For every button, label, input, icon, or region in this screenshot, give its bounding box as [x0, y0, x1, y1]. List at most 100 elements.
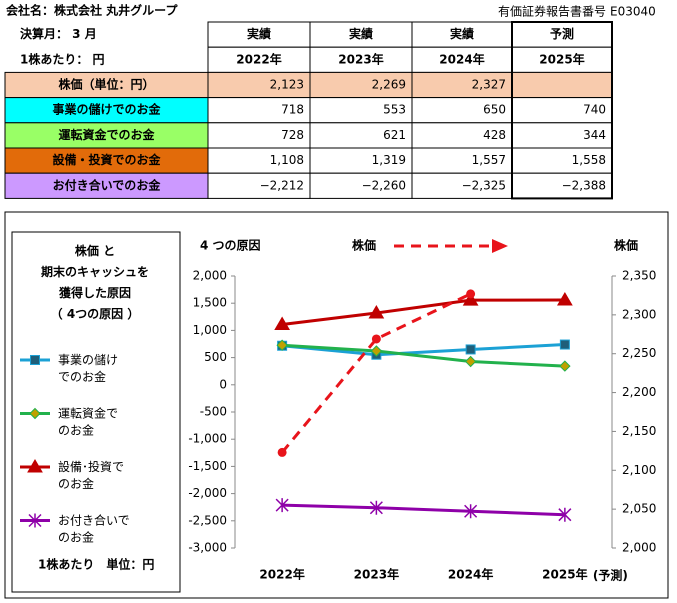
y2-tick-label: 2,150: [622, 424, 656, 438]
cell-value: 344: [583, 128, 606, 142]
y-tick-label: -3,000: [188, 541, 227, 555]
row-label: 事業の儲けでのお金: [52, 102, 161, 117]
y-tick-label: -1,500: [188, 459, 227, 473]
y-tick-label: -1,000: [188, 432, 227, 446]
cell: [207, 147, 311, 174]
cell: [411, 71, 513, 99]
cell: [511, 71, 613, 99]
point: [274, 316, 290, 331]
annotation: (予測): [593, 568, 628, 583]
x-tick-label: 2024年: [448, 567, 493, 582]
y-tick-label: -2,000: [188, 486, 227, 500]
cell-value: −2,212: [260, 178, 304, 192]
cell-value: −2,388: [562, 178, 606, 192]
legend-label: 運転資金でのお金: [58, 405, 118, 437]
header-text: 実績: [450, 26, 474, 41]
cell: [511, 122, 613, 149]
x-tick-label: 2023年: [354, 567, 399, 582]
company: 会社名：株式会社 丸井グループ: [6, 3, 178, 18]
cell-value: 1,108: [270, 153, 304, 167]
y-tick-label: 500: [204, 350, 227, 364]
y-tick-label: 2,000: [193, 269, 227, 283]
header-cell: [411, 46, 513, 73]
y-tick-label: -500: [200, 405, 227, 419]
cell-value: 1,558: [572, 153, 606, 167]
point: [464, 504, 478, 519]
point: [368, 305, 385, 319]
point: [559, 360, 571, 372]
cell-value: 1,319: [372, 153, 406, 167]
cell: [411, 172, 513, 199]
point: [371, 334, 381, 344]
cell-value: 2,327: [472, 78, 506, 92]
cell-value: 740: [583, 103, 606, 117]
cell-value: 428: [483, 128, 506, 142]
forecast-column: [511, 21, 613, 200]
point: [370, 345, 383, 357]
row-label: お付き合いでのお金: [53, 177, 162, 192]
point: [276, 339, 288, 351]
header-text: 2024年: [439, 51, 484, 66]
legend-marker: [30, 355, 40, 365]
y2-tick-label: 2,200: [622, 385, 656, 399]
point: [277, 447, 287, 457]
cell-value: 553: [383, 103, 406, 117]
point: [369, 500, 383, 515]
header-text: 2025年: [539, 51, 584, 66]
legend-label: 設備･投資でのお金: [58, 459, 124, 491]
note: 1株あたり 単位：円: [38, 557, 154, 572]
cell: [511, 97, 613, 124]
y-tick-label: 1,500: [193, 296, 227, 310]
header-text: 予測: [550, 26, 574, 41]
header-cell: [411, 21, 513, 48]
cell: [207, 97, 311, 124]
cell-value: 728: [281, 128, 304, 142]
header-cell: [511, 21, 613, 48]
point: [464, 355, 477, 368]
cell-value: 621: [383, 128, 406, 142]
legend-marker: [27, 459, 43, 473]
chart-frame: [4, 211, 669, 599]
y2-tick-label: 2,000: [622, 541, 656, 555]
cell: [4, 122, 209, 149]
legend-label: 事業の儲けでのお金: [58, 353, 118, 384]
cell: [309, 97, 413, 124]
cell-value: 2,123: [270, 78, 304, 92]
row-label: 設備・投資でのお金: [52, 152, 161, 167]
point: [558, 507, 572, 522]
cell: [309, 172, 413, 199]
row-label: 運転資金でのお金: [58, 127, 155, 142]
cell-value: 2,269: [372, 78, 406, 92]
cell-value: 718: [281, 103, 304, 117]
y2-tick-label: 2,100: [622, 463, 656, 477]
cell-value: −2,260: [362, 178, 406, 192]
series-line: [282, 503, 565, 517]
description: 株価 と期末のキャッシュを獲得した原因（ 4つの原因 ）: [41, 243, 149, 321]
report-label: 有価証券報告書番号: [498, 4, 606, 19]
header-text: 決算月： 3 月: [20, 26, 97, 41]
y-tick-label: -2,500: [188, 513, 227, 527]
header-text: 2022年: [236, 51, 281, 66]
legend-box: [11, 231, 181, 593]
header-text: 2023年: [338, 51, 383, 66]
x-tick-label: 2022年: [259, 567, 304, 582]
x-tick-label: 2025年: [542, 567, 587, 582]
legend-marker: [28, 513, 42, 528]
point: [466, 289, 476, 299]
header-text: 実績: [247, 26, 271, 41]
point: [275, 498, 289, 513]
y2-tick-label: 2,050: [622, 502, 656, 516]
cell: [207, 172, 311, 199]
header-text: 1株あたり： 円: [20, 51, 105, 66]
cell-value: 650: [483, 103, 506, 117]
series-line: [281, 298, 565, 327]
y2-legend: 株価: [352, 238, 376, 253]
y-tick-label: 1,000: [193, 323, 227, 337]
cell-value: −2,325: [462, 178, 506, 192]
y-tick-label: 0: [219, 377, 227, 391]
y2-label: 株価: [614, 238, 638, 253]
y2-tick-label: 2,350: [622, 269, 656, 283]
point: [465, 344, 476, 355]
cell: [309, 122, 413, 149]
